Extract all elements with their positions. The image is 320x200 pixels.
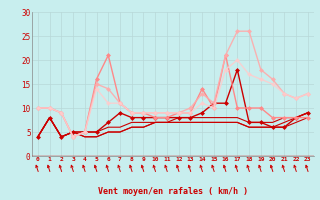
Text: Vent moyen/en rafales ( km/h ): Vent moyen/en rafales ( km/h ) <box>98 188 248 196</box>
